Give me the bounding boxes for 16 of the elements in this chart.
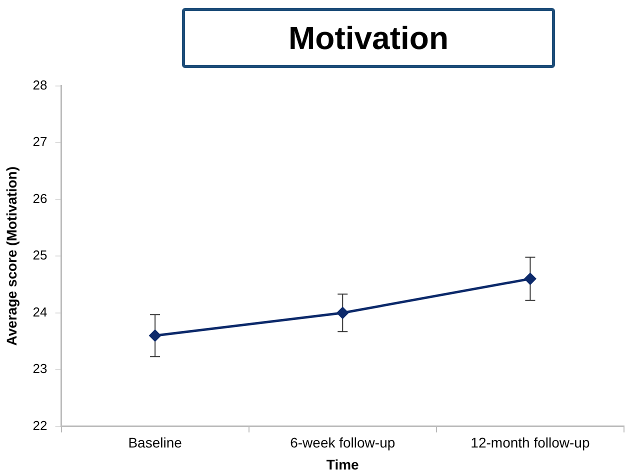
- y-tick-label: 28: [32, 77, 48, 92]
- y-axis-title: Average score (Motivation): [3, 166, 20, 346]
- y-tick-label: 22: [32, 418, 48, 433]
- point: [336, 307, 348, 319]
- x-tick-label: Baseline: [128, 434, 182, 451]
- x-tick-label: 12-month follow-up: [470, 434, 590, 451]
- y-tick-label: 27: [32, 134, 48, 150]
- y-tick-label: 26: [32, 190, 48, 206]
- chart-title: Motivation: [182, 8, 555, 68]
- y-tick-label: 25: [32, 248, 48, 263]
- y-tick-label: 24: [32, 304, 48, 320]
- point: [149, 330, 161, 342]
- y-tick-label: 23: [32, 361, 48, 376]
- x-axis-title: Time: [326, 456, 360, 472]
- point: [524, 273, 536, 285]
- x-tick-label: 6-week follow-up: [290, 434, 396, 451]
